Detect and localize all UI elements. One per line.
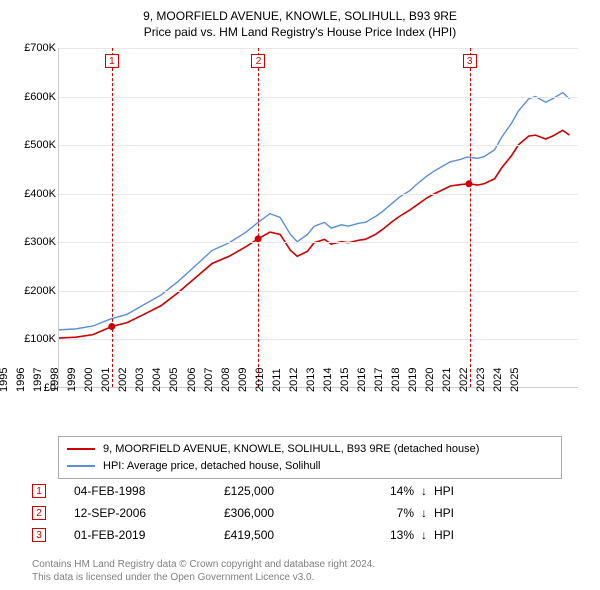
tx-price: £419,500 [224, 528, 354, 542]
chart-lines-svg [59, 48, 578, 387]
tx-marker-box: 3 [463, 54, 477, 68]
legend-swatch [67, 465, 95, 467]
chart: 123 £0£100K£200K£300K£400K£500K£600K£700… [10, 48, 590, 428]
legend-row: 9, MOORFIELD AVENUE, KNOWLE, SOLIHULL, B… [67, 441, 553, 458]
legend-label: 9, MOORFIELD AVENUE, KNOWLE, SOLIHULL, B… [103, 441, 479, 458]
tx-marker-box: 1 [105, 54, 119, 68]
legend-row: HPI: Average price, detached house, Soli… [67, 458, 553, 475]
tx-hpi-label: HPI [434, 484, 454, 498]
tx-vline [470, 48, 471, 387]
tx-marker-box: 3 [32, 528, 46, 542]
legend: 9, MOORFIELD AVENUE, KNOWLE, SOLIHULL, B… [58, 436, 562, 479]
tx-price: £125,000 [224, 484, 354, 498]
transactions-table: 1 04-FEB-1998 £125,000 14% ↓ HPI 2 12-SE… [32, 480, 572, 546]
tx-marker-box: 2 [251, 54, 265, 68]
table-row: 1 04-FEB-1998 £125,000 14% ↓ HPI [32, 480, 572, 502]
tx-pct: 7% [354, 506, 414, 520]
tx-date: 12-SEP-2006 [74, 506, 224, 520]
tx-date: 01-FEB-2019 [74, 528, 224, 542]
footer-attribution: Contains HM Land Registry data © Crown c… [32, 558, 375, 584]
title-address: 9, MOORFIELD AVENUE, KNOWLE, SOLIHULL, B… [0, 8, 600, 24]
tx-marker-box: 1 [32, 484, 46, 498]
tx-vline [258, 48, 259, 387]
legend-swatch [67, 448, 95, 450]
chart-title-block: 9, MOORFIELD AVENUE, KNOWLE, SOLIHULL, B… [0, 0, 600, 40]
tx-marker-box: 2 [32, 506, 46, 520]
footer-line: Contains HM Land Registry data © Crown c… [32, 558, 375, 571]
tx-hpi-label: HPI [434, 528, 454, 542]
down-arrow-icon: ↓ [414, 484, 434, 498]
plot-area: 1 2 3 [58, 48, 578, 388]
series-hpi [59, 93, 570, 330]
footer-line: This data is licensed under the Open Gov… [32, 571, 375, 584]
tx-hpi-label: HPI [434, 506, 454, 520]
tx-date: 04-FEB-1998 [74, 484, 224, 498]
y-axis-label: £400K [12, 188, 56, 200]
down-arrow-icon: ↓ [414, 528, 434, 542]
tx-pct: 14% [354, 484, 414, 498]
y-axis-label: £500K [12, 139, 56, 151]
y-axis-label: £600K [12, 91, 56, 103]
x-axis-label: 2025 [509, 368, 549, 392]
tx-price: £306,000 [224, 506, 354, 520]
legend-label: HPI: Average price, detached house, Soli… [103, 458, 321, 475]
tx-pct: 13% [354, 528, 414, 542]
down-arrow-icon: ↓ [414, 506, 434, 520]
series-price_paid [59, 130, 570, 338]
table-row: 3 01-FEB-2019 £419,500 13% ↓ HPI [32, 524, 572, 546]
y-axis-label: £200K [12, 285, 56, 297]
tx-vline [112, 48, 113, 387]
table-row: 2 12-SEP-2006 £306,000 7% ↓ HPI [32, 502, 572, 524]
y-axis-label: £100K [12, 333, 56, 345]
y-axis-label: £700K [12, 42, 56, 54]
y-axis-label: £300K [12, 236, 56, 248]
title-subtitle: Price paid vs. HM Land Registry's House … [0, 24, 600, 40]
